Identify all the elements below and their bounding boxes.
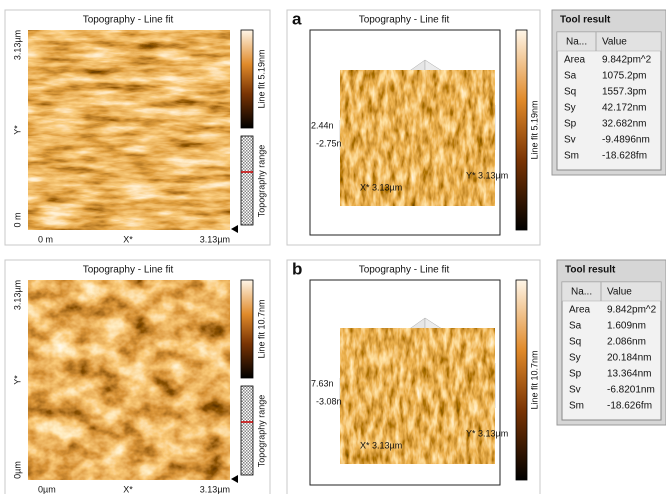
view-title: Topography - Line fit [359,15,450,26]
column-header: Value [602,37,627,48]
z-label: -3.08n [316,396,342,406]
result-value: 42.172nm [602,103,646,114]
result-name: Sp [564,119,577,130]
result-name: Sv [564,135,576,146]
range-label: Topography range [256,145,266,218]
z-label: 2.44n [311,120,334,130]
result-value: 2.086nm [607,337,646,348]
result-value: 1557.3pm [602,87,646,98]
y-axis-label: 3.13µm [12,30,22,60]
result-name: Sq [569,337,581,348]
view-title: Topography - Line fit [359,265,450,276]
result-name: Sm [564,151,579,162]
image-title: Topography - Line fit [83,15,174,26]
colorbar [516,280,527,480]
y-axis-label: 0µm [12,461,22,479]
x-axis-label: X* 3.13µm [360,182,402,192]
result-name: Area [564,55,586,66]
result-name: Sv [569,385,581,396]
result-name: Area [569,305,591,316]
result-name: Sq [564,87,576,98]
result-value: -9.4896nm [602,135,650,146]
x-axis-label: X* 3.13µm [360,440,402,450]
tool-title: Tool result [565,265,616,276]
colorbar [241,30,253,128]
topography-image [28,280,230,480]
result-name: Sy [564,103,576,114]
panel-label: a [292,9,302,28]
y-axis-label: Y* 3.13µm [466,170,508,180]
result-table [562,282,661,420]
y-axis-label: 0 m [12,212,22,227]
y-axis-label: Y* 3.13µm [466,428,508,438]
range-label: Topography range [256,395,266,468]
z-label: -2.75n [316,138,342,148]
result-value: 1.609nm [607,321,646,332]
column-header: Na... [571,287,592,298]
y-axis-label: Y* [12,125,22,135]
colorbar [241,280,253,378]
range-bar [241,136,253,225]
result-name: Sm [569,401,584,412]
range-bar [241,386,253,475]
panel-label: b [292,259,302,278]
result-value: 20.184nm [607,353,651,364]
result-name: Sy [569,353,581,364]
x-axis-label: 0µm [38,484,56,494]
column-header: Na... [566,37,587,48]
x-axis-label: 0 m [38,234,53,244]
x-axis-label: X* [123,234,133,244]
figure: Topography - Line fit 3.13µm Y* 0 m 0 m X* 3.1… [0,0,666,494]
x-axis-label: X* [123,484,133,494]
colorbar [516,30,527,230]
tool-title: Tool result [560,15,611,26]
x-axis-label: 3.13µm [200,234,230,244]
topography-image [28,30,230,230]
x-axis-label: 3.13µm [200,484,230,494]
result-value: 9.842pm^2 [602,55,652,66]
colorbar-label: Line fit 10.7nm [529,350,539,409]
result-value: 13.364nm [607,369,651,380]
y-axis-label: Y* [12,375,22,385]
result-table [557,32,661,170]
column-header: Value [607,287,632,298]
result-name: Sa [569,321,582,332]
result-value: -6.8201nm [607,385,655,396]
y-axis-label: 3.13µm [12,280,22,310]
image-title: Topography - Line fit [83,265,174,276]
colorbar-label: Line fit 5.19nm [529,100,539,159]
result-value: -18.628fm [602,151,647,162]
result-value: -18.626fm [607,401,652,412]
result-name: Sp [569,369,582,380]
result-name: Sa [564,71,577,82]
result-value: 9.842pm^2 [607,305,657,316]
result-value: 1075.2pm [602,71,646,82]
z-label: 7.63n [311,378,334,388]
result-value: 32.682nm [602,119,646,130]
colorbar-label: Line fit 10.7nm [256,299,266,358]
colorbar-label: Line fit 5.19nm [256,49,266,108]
